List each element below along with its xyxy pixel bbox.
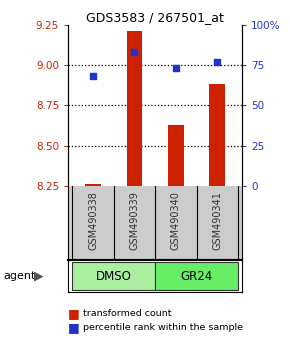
Bar (168, 125, 184, 186)
Title: GDS3583 / 267501_at: GDS3583 / 267501_at (86, 11, 224, 24)
Text: GSM490340: GSM490340 (171, 191, 181, 250)
Text: DMSO: DMSO (96, 270, 132, 282)
Text: GSM490341: GSM490341 (212, 191, 222, 250)
Point (132, 49, 137, 55)
Text: agent: agent (3, 271, 35, 281)
Text: ■: ■ (68, 307, 80, 320)
Text: percentile rank within the sample: percentile rank within the sample (83, 323, 243, 332)
Bar (209, 84, 225, 186)
Bar (126, 31, 142, 186)
Text: ▶: ▶ (34, 270, 44, 282)
Bar (155, 262, 238, 290)
Text: GR24: GR24 (180, 270, 213, 282)
Point (173, 65, 178, 71)
Text: transformed count: transformed count (83, 309, 171, 318)
Text: ■: ■ (68, 321, 80, 334)
Text: GSM490339: GSM490339 (129, 191, 139, 250)
Point (91, 74, 95, 79)
Bar (72, 262, 155, 290)
Bar (85, 184, 101, 186)
Point (215, 59, 220, 65)
Text: GSM490338: GSM490338 (88, 191, 98, 250)
